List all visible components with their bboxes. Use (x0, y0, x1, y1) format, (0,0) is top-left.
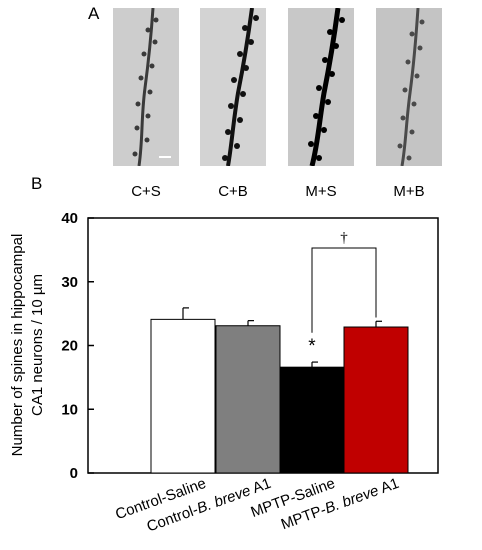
significance-dagger: † (340, 230, 348, 246)
significance-asterisk: * (308, 336, 316, 357)
y-tick-label: 30 (61, 274, 78, 291)
group-label-c-b: C+B (218, 183, 248, 200)
y-axis-label-line: Number of spines in hippocampal (9, 234, 26, 457)
micrograph-mptp-breve (376, 8, 442, 166)
significance-bracket (311, 247, 377, 333)
group-label-m-b: M+B (393, 183, 425, 200)
bar (343, 326, 409, 474)
bar (279, 366, 345, 474)
y-tick-label: 20 (61, 338, 78, 355)
group-label-m-s: M+S (305, 183, 337, 200)
bar (150, 318, 216, 474)
panel-a-letter: A (88, 4, 100, 23)
micrograph-control-saline (113, 8, 179, 166)
panel-b-letter: B (31, 174, 43, 193)
y-tick-label: 0 (70, 465, 78, 482)
micrograph-mptp-saline (288, 8, 354, 166)
y-tick-label: 40 (61, 210, 78, 227)
y-tick-label: 10 (61, 401, 78, 418)
y-axis-label-line: CA1 neurons / 10 µm (29, 274, 46, 416)
bar (215, 325, 281, 474)
group-label-c-s: C+S (131, 183, 161, 200)
micrograph-control-breve (200, 8, 266, 166)
